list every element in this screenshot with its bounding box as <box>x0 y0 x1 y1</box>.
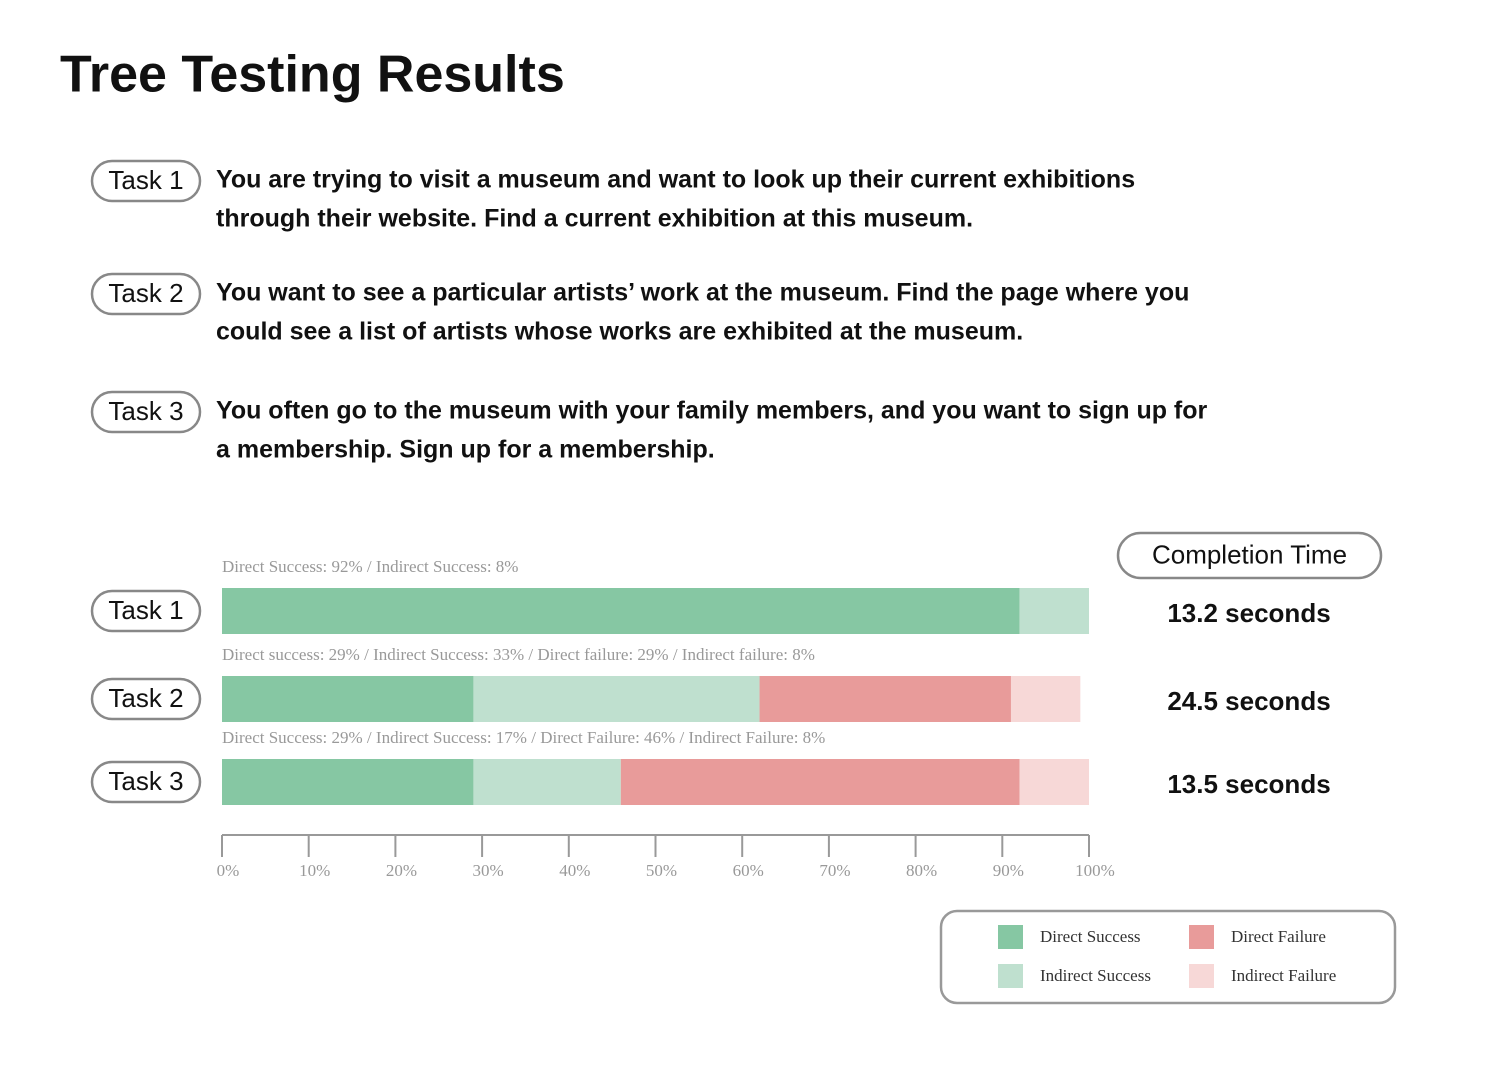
bar-annotation: Direct Success: 29% / Indirect Success: … <box>222 728 825 747</box>
bar-annotation: Direct Success: 92% / Indirect Success: … <box>222 557 518 576</box>
legend-swatch <box>1189 925 1214 949</box>
x-tick-label: 70% <box>819 861 850 880</box>
bar-segment <box>1019 759 1089 805</box>
legend-box <box>939 909 1397 1005</box>
task-label-pill <box>90 390 202 434</box>
bar-segment <box>620 759 1020 805</box>
category-label-pill <box>90 589 202 633</box>
category-label-pill <box>90 677 202 721</box>
task-label-pill <box>90 159 202 203</box>
x-tick-label: 30% <box>473 861 504 880</box>
legend-swatch <box>998 925 1023 949</box>
category-label: Task 1 <box>108 595 183 625</box>
legend-swatch <box>1189 964 1214 988</box>
task-label: Task 2 <box>108 278 183 308</box>
x-tick-label: 10% <box>299 861 330 880</box>
bar-segment <box>1010 676 1081 722</box>
task-text: You are trying to visit a museum and wan… <box>216 166 1135 194</box>
legend-label: Indirect Success <box>1040 966 1151 985</box>
x-tick-label: 50% <box>646 861 677 880</box>
category-label-pill <box>90 760 202 804</box>
legend-label: Direct Success <box>1040 927 1141 946</box>
task-label: Task 3 <box>108 396 183 426</box>
completion-time-title-pill <box>1116 531 1383 580</box>
category-label: Task 2 <box>108 683 183 713</box>
x-tick-label: 40% <box>559 861 590 880</box>
completion-time-title: Completion Time <box>1152 539 1347 569</box>
task-text: You want to see a particular artists’ wo… <box>216 279 1189 307</box>
x-tick-label: 0% <box>217 861 240 880</box>
task-text: could see a list of artists whose works … <box>216 318 1023 346</box>
legend-label: Direct Failure <box>1231 927 1326 946</box>
task-text: a membership. Sign up for a membership. <box>216 436 715 464</box>
x-tick-label: 20% <box>386 861 417 880</box>
completion-time: 13.2 seconds <box>1167 598 1330 628</box>
task-text: You often go to the museum with your fam… <box>216 397 1208 425</box>
x-tick-label: 100% <box>1075 861 1115 880</box>
completion-time: 24.5 seconds <box>1167 686 1330 716</box>
bar-segment <box>759 676 1011 722</box>
task-label: Task 1 <box>108 165 183 195</box>
bar-segment <box>222 676 474 722</box>
bar-annotation: Direct success: 29% / Indirect Success: … <box>222 645 815 664</box>
category-label: Task 3 <box>108 766 183 796</box>
x-tick-label: 60% <box>733 861 764 880</box>
bar-segment <box>473 759 621 805</box>
bar-segment <box>222 759 474 805</box>
bar-segment <box>222 588 1020 634</box>
task-label-pill <box>90 272 202 316</box>
x-tick-label: 80% <box>906 861 937 880</box>
legend-swatch <box>998 964 1023 988</box>
completion-time: 13.5 seconds <box>1167 769 1330 799</box>
page-title: Tree Testing Results <box>60 46 565 104</box>
task-text: through their website. Find a current ex… <box>216 205 973 233</box>
legend-label: Indirect Failure <box>1231 966 1336 985</box>
bar-segment <box>1019 588 1089 634</box>
bar-segment <box>473 676 760 722</box>
x-tick-label: 90% <box>993 861 1024 880</box>
